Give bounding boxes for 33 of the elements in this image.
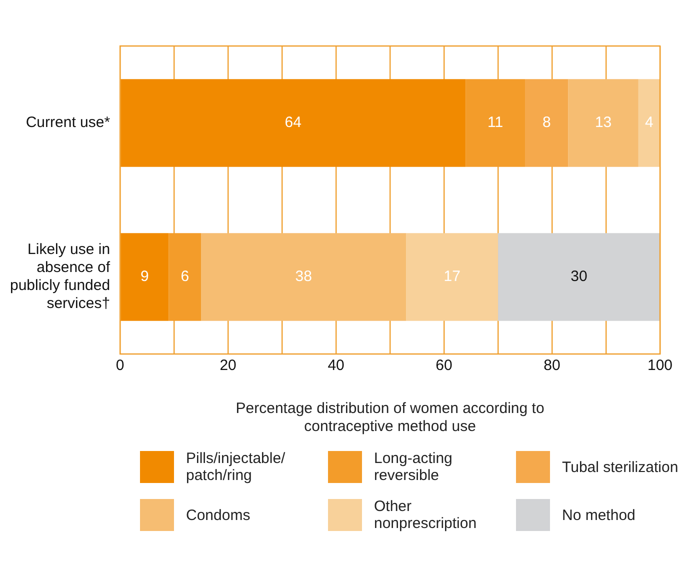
- legend-label: No method: [562, 506, 636, 524]
- bar: [201, 233, 406, 321]
- data-label: 8: [542, 114, 551, 132]
- data-label: 64: [284, 114, 302, 132]
- legend-label: Pills/injectable/patch/ring: [186, 450, 286, 484]
- data-label: 4: [645, 114, 654, 132]
- data-label: 11: [488, 114, 504, 132]
- data-label: 6: [180, 268, 190, 286]
- x-axis-title: Percentage distribution of women according to contraceptive method use: [236, 400, 544, 436]
- data-label: 38: [295, 268, 312, 286]
- x-tick-label: 20: [220, 357, 236, 374]
- bar: [120, 79, 466, 167]
- y-tick-label: Likely use in absence of publicly funded services†: [10, 241, 111, 312]
- x-tick-label: 80: [544, 357, 560, 374]
- data-label: 9: [140, 268, 149, 286]
- legend-label: Long-acting reversible: [374, 450, 454, 484]
- data-label: 17: [444, 268, 460, 286]
- bar: [638, 79, 660, 167]
- bar: [406, 233, 498, 321]
- x-tick-label: 100: [647, 357, 673, 374]
- data-label: 30: [570, 268, 588, 286]
- legend-label: Other nonprescription: [374, 498, 478, 532]
- y-tick-label: Current use*: [26, 114, 110, 132]
- x-tick-label: 60: [436, 357, 452, 374]
- bar: [498, 233, 660, 321]
- bar: [120, 233, 169, 321]
- bar: [525, 79, 568, 167]
- data-label: 13: [594, 114, 612, 132]
- bar: [568, 79, 638, 167]
- x-tick-label: 40: [328, 357, 344, 374]
- legend-label: Tubal sterilization: [562, 458, 680, 476]
- legend-label: Condoms: [186, 506, 252, 524]
- x-tick-label: 0: [116, 357, 124, 374]
